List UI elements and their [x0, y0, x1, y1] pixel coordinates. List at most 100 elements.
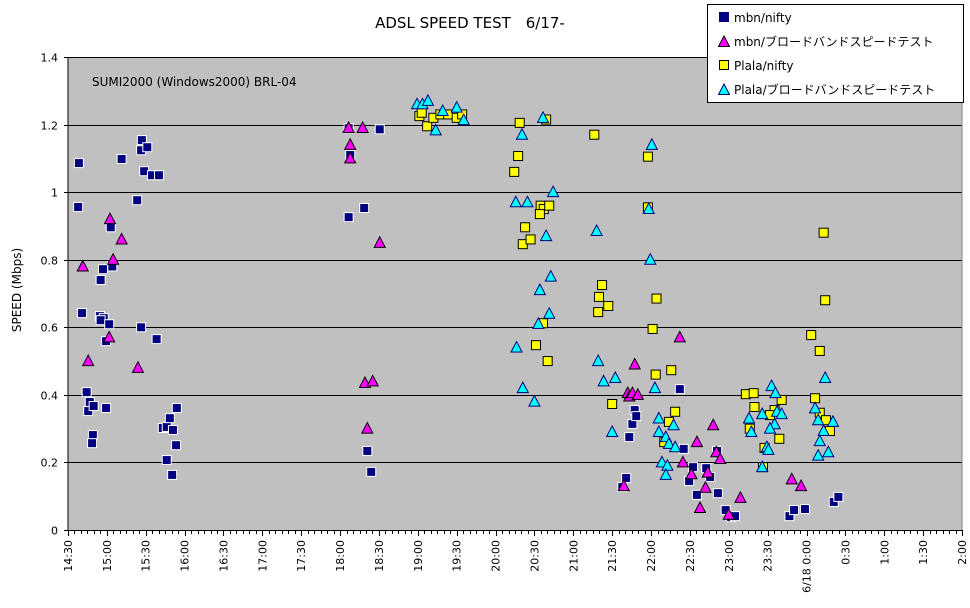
data-point — [693, 500, 707, 514]
data-point — [794, 479, 808, 492]
plot-area — [68, 57, 962, 530]
data-points — [73, 93, 844, 523]
data-point — [748, 388, 759, 399]
x-tick-label: 18:30 — [373, 540, 386, 572]
data-point — [674, 384, 685, 395]
data-point — [666, 365, 677, 376]
data-point — [826, 414, 840, 427]
x-axis-ticks: 14:30 15:00 15:30 16:00 16:30 17:00 17:30 18:00… — [62, 530, 969, 593]
data-point — [116, 154, 127, 165]
data-point — [661, 458, 674, 471]
data-point — [421, 93, 435, 106]
data-point — [597, 280, 608, 291]
x-tick-label: 20:30 — [528, 540, 541, 572]
data-point — [544, 269, 558, 282]
data-point — [813, 434, 827, 447]
x-tick-label: 22:30 — [684, 540, 697, 572]
data-point — [628, 357, 642, 370]
data-point — [589, 129, 600, 140]
x-tick-label: 18:00 — [334, 540, 347, 572]
x-tick-label: 17:00 — [256, 540, 269, 572]
data-point — [763, 421, 777, 434]
data-point — [525, 234, 536, 245]
data-point — [670, 406, 681, 417]
data-point — [642, 151, 653, 162]
y-tick-label: 1.2 — [41, 120, 59, 133]
data-point — [647, 323, 658, 334]
x-tick-label: 14:30 — [62, 540, 75, 572]
y-tick-label: 1 — [51, 187, 58, 200]
data-point — [95, 315, 106, 326]
data-point — [97, 264, 108, 275]
data-point — [642, 201, 656, 215]
data-point — [673, 330, 687, 343]
data-point — [712, 488, 723, 499]
data-point — [745, 424, 758, 438]
x-tick-label: 20:00 — [490, 540, 503, 572]
x-tick-label: 6/18 0:00 — [801, 540, 814, 593]
data-point — [631, 387, 645, 400]
x-tick-label: 1:30 — [917, 540, 930, 565]
data-point — [699, 480, 712, 493]
data-point — [528, 394, 541, 407]
data-point — [106, 252, 120, 265]
legend-marker — [719, 12, 729, 22]
data-point — [755, 460, 769, 473]
data-point — [514, 117, 525, 128]
data-point — [73, 202, 84, 213]
data-point — [833, 491, 844, 502]
data-point — [667, 418, 680, 431]
data-point — [650, 369, 661, 380]
data-point — [151, 334, 162, 345]
legend-marker — [717, 34, 731, 47]
data-point — [513, 150, 524, 161]
data-point — [422, 121, 433, 132]
data-point — [136, 322, 147, 333]
data-point — [360, 421, 374, 434]
data-point — [167, 469, 178, 480]
x-tick-label: 23:30 — [762, 540, 775, 572]
data-point — [515, 127, 529, 140]
x-tick-label: 0:30 — [839, 540, 852, 565]
data-point — [713, 451, 727, 465]
x-tick-label: 19:30 — [451, 540, 464, 572]
x-tick-label: 21:00 — [567, 540, 580, 572]
data-point — [343, 137, 357, 150]
data-point — [605, 424, 619, 438]
data-point — [161, 455, 172, 466]
data-point — [814, 345, 825, 356]
data-point — [706, 418, 720, 431]
data-point — [617, 479, 631, 492]
x-tick-label: 15:00 — [101, 540, 114, 572]
data-point — [734, 490, 747, 503]
data-point — [356, 120, 369, 133]
data-point — [87, 438, 98, 449]
y-tick-label: 0 — [51, 525, 58, 538]
data-point — [88, 401, 99, 412]
data-point — [416, 107, 427, 118]
legend: mbn/nifty mbn/ブロードバンドスピードテスト Plala/nifty Pl… — [707, 4, 964, 103]
y-tick-label: 0.2 — [41, 457, 59, 470]
data-point — [799, 504, 810, 515]
data-point — [659, 467, 673, 480]
data-point — [765, 378, 778, 392]
data-point — [132, 195, 143, 206]
data-point — [429, 123, 443, 136]
y-axis-label: SPEED (Mbps) — [10, 248, 24, 332]
data-point — [603, 301, 614, 312]
y-tick-label: 0.4 — [41, 390, 59, 403]
chart-annotation: SUMI2000 (Windows2000) BRL-04 — [92, 75, 297, 89]
data-point — [136, 135, 147, 146]
data-point — [597, 374, 610, 387]
x-tick-label: 22:00 — [645, 540, 658, 572]
data-point — [95, 274, 106, 285]
x-tick-label: 23:00 — [723, 540, 736, 572]
data-point — [366, 466, 377, 477]
data-point — [530, 340, 541, 351]
data-point — [643, 252, 657, 265]
data-point — [774, 433, 785, 444]
series-1 — [76, 120, 808, 520]
data-point — [624, 432, 635, 443]
data-point — [171, 403, 182, 414]
